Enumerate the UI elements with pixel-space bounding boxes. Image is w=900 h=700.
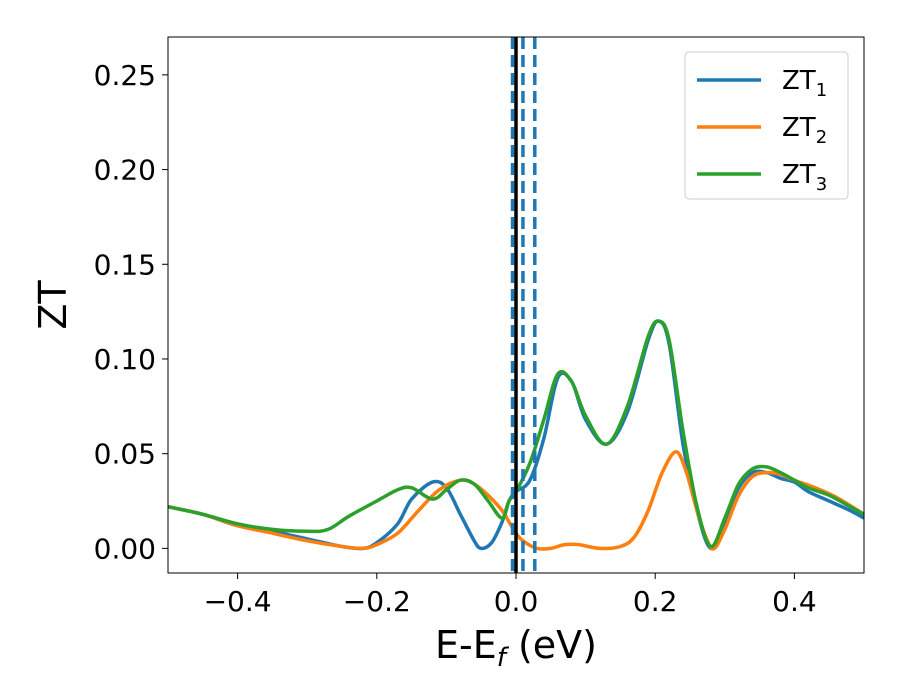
legend-label-zt1: ZT1 [782, 66, 827, 101]
y-tick-label: 0.10 [94, 343, 156, 376]
y-tick-label: 0.25 [94, 59, 156, 92]
vertical-lines-layer [510, 37, 537, 573]
legend-label-zt2: ZT2 [782, 113, 827, 148]
x-tick-label: 0.2 [633, 585, 678, 618]
legend: ZT1 ZT2 ZT3 [684, 51, 849, 200]
series-layer [167, 319, 865, 551]
y-ticks: 0.00 0.05 0.10 0.15 0.20 0.25 [94, 59, 168, 565]
x-axis-title-main: E-E [435, 623, 497, 667]
x-tick-label: −0.2 [343, 585, 411, 618]
y-tick-label: 0.20 [94, 154, 156, 187]
x-tick-label: 0.0 [494, 585, 539, 618]
x-ticks: −0.4 −0.2 0.0 0.2 0.4 [204, 573, 817, 618]
y-tick-label: 0.05 [94, 438, 156, 471]
legend-label-zt3: ZT3 [782, 160, 827, 195]
y-axis-title: ZT [31, 280, 75, 330]
x-axis-title-suffix: (eV) [506, 623, 597, 667]
series-line-zt2 [167, 450, 865, 551]
x-tick-label: −0.4 [204, 585, 272, 618]
y-tick-label: 0.00 [94, 532, 156, 565]
x-tick-label: 0.4 [772, 585, 817, 618]
y-tick-label: 0.15 [94, 248, 156, 281]
legend-box [684, 51, 849, 200]
x-axis-title: E-Ef (eV) [435, 623, 597, 673]
series-line-zt3 [167, 319, 865, 549]
